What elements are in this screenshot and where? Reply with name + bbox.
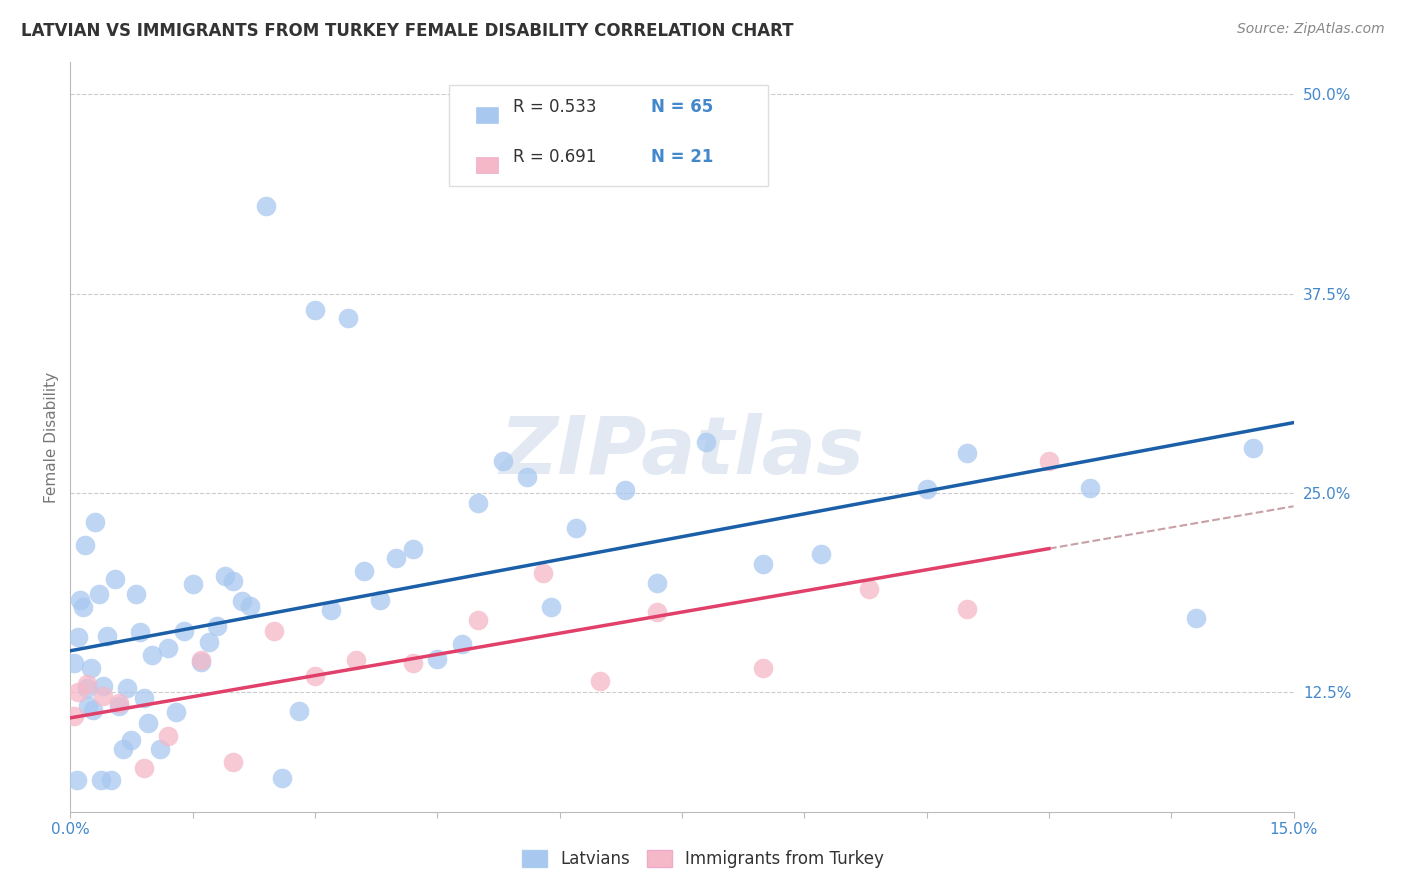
Legend: Latvians, Immigrants from Turkey: Latvians, Immigrants from Turkey (516, 843, 890, 875)
Point (67, 631, 90, 645)
Point (190, 653, 212, 667)
Point (344, 653, 367, 667)
Point (69, 592, 91, 607)
Point (128, 624, 150, 639)
Point (108, 696, 131, 710)
Point (304, 669, 326, 683)
Point (915, 482, 938, 496)
Point (165, 705, 187, 719)
Text: ZIPatlas: ZIPatlas (499, 413, 865, 491)
Y-axis label: Female Disability: Female Disability (44, 371, 59, 503)
Point (647, 575, 669, 590)
Point (263, 624, 285, 639)
Point (173, 624, 195, 638)
Point (108, 699, 131, 714)
FancyBboxPatch shape (450, 85, 768, 186)
Point (157, 641, 180, 656)
Point (254, 199, 277, 213)
Point (353, 565, 375, 579)
Point (956, 602, 979, 616)
Point (121, 732, 143, 747)
Point (467, 614, 489, 628)
Point (467, 496, 489, 510)
Point (540, 599, 562, 614)
Point (132, 761, 155, 775)
Point (190, 655, 212, 669)
Point (516, 470, 538, 484)
Point (1078, 481, 1101, 495)
Point (149, 742, 172, 756)
Point (752, 661, 775, 675)
Point (96, 629, 118, 643)
Point (67, 685, 90, 699)
Point (287, 704, 309, 718)
Point (63, 709, 86, 723)
Point (124, 587, 146, 601)
Point (321, 603, 343, 617)
Point (531, 566, 554, 580)
Point (90, 772, 112, 787)
Point (100, 772, 122, 787)
Point (647, 606, 669, 620)
Point (589, 673, 612, 688)
Text: N = 65: N = 65 (651, 97, 714, 116)
Point (83, 516, 105, 530)
Text: Source: ZipAtlas.com: Source: ZipAtlas.com (1237, 22, 1385, 37)
Point (1241, 442, 1264, 456)
Point (79, 661, 103, 675)
FancyBboxPatch shape (477, 107, 499, 123)
Point (956, 446, 979, 460)
Point (222, 574, 245, 589)
Text: R = 0.533: R = 0.533 (513, 97, 596, 116)
Point (132, 691, 155, 706)
Point (63, 657, 86, 671)
Point (87, 587, 110, 601)
Point (91, 679, 114, 693)
Text: LATVIAN VS IMMIGRANTS FROM TURKEY FEMALE DISABILITY CORRELATION CHART: LATVIAN VS IMMIGRANTS FROM TURKEY FEMALE… (21, 22, 793, 40)
Text: N = 21: N = 21 (651, 148, 714, 166)
Point (368, 593, 391, 607)
Point (858, 582, 880, 596)
Point (66, 772, 89, 787)
Point (222, 755, 245, 769)
Point (1038, 454, 1060, 468)
Point (426, 652, 449, 666)
Point (136, 715, 159, 730)
Point (205, 619, 228, 633)
Point (565, 521, 588, 535)
Point (104, 572, 127, 586)
Point (1184, 611, 1206, 625)
Text: R = 0.691: R = 0.691 (513, 148, 596, 166)
Point (198, 635, 221, 649)
Point (76, 681, 98, 695)
Point (72, 599, 94, 614)
Point (231, 594, 253, 608)
Point (450, 637, 472, 651)
Point (82, 703, 104, 717)
Point (402, 541, 425, 556)
Point (271, 771, 294, 785)
Point (73, 538, 96, 552)
Point (491, 454, 513, 468)
Point (117, 681, 139, 695)
Point (157, 729, 180, 743)
Point (402, 656, 425, 670)
Point (76, 677, 98, 691)
Point (239, 599, 262, 614)
Point (214, 569, 236, 583)
FancyBboxPatch shape (477, 157, 499, 173)
Point (141, 648, 163, 662)
Point (112, 742, 135, 756)
Point (385, 550, 408, 565)
Point (810, 548, 832, 562)
Point (695, 434, 717, 449)
Point (91, 689, 114, 703)
Point (77, 698, 100, 713)
Point (613, 483, 636, 497)
Point (181, 576, 204, 591)
Point (752, 557, 775, 571)
Point (336, 310, 359, 325)
Point (304, 302, 326, 317)
